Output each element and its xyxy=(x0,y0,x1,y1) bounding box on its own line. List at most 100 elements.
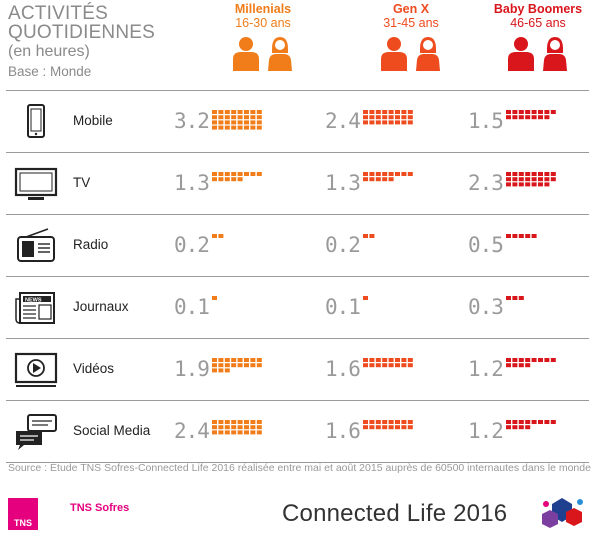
bar-unit xyxy=(382,420,388,424)
connected-life-logo-icon xyxy=(542,498,583,528)
bar-unit xyxy=(244,125,249,130)
value-bar xyxy=(212,296,217,300)
bar-unit xyxy=(531,234,537,238)
bar-unit xyxy=(382,177,388,182)
bar-unit xyxy=(369,110,375,114)
bar-unit xyxy=(231,363,237,368)
bar-unit xyxy=(224,420,230,424)
bar-unit xyxy=(518,115,524,120)
value-bar xyxy=(212,172,262,182)
bar-unit xyxy=(395,425,400,430)
bar-unit xyxy=(375,420,381,424)
value-bar xyxy=(363,296,368,300)
bar-unit xyxy=(218,420,224,424)
bar-unit xyxy=(212,172,217,176)
bar-unit xyxy=(218,120,224,125)
bar-unit xyxy=(544,358,550,362)
bar-unit xyxy=(525,110,531,114)
bar-unit xyxy=(395,110,400,114)
value-label: 0.1 xyxy=(325,295,361,319)
generation-header: Baby Boomers 46-65 ans xyxy=(483,2,593,71)
bar-unit xyxy=(369,177,375,182)
bar-unit xyxy=(250,172,256,176)
bar-unit xyxy=(212,368,217,373)
bar-unit xyxy=(538,182,543,187)
bar-unit xyxy=(512,182,518,187)
activity-row: Mobile 3.2 2.4 1.5 xyxy=(6,90,589,152)
activity-label: Vidéos xyxy=(73,361,115,376)
bar-unit xyxy=(250,425,256,430)
value-label: 1.3 xyxy=(174,171,210,195)
newspaper-icon: NEWS xyxy=(15,292,55,324)
bar-unit xyxy=(388,177,394,182)
bar-unit xyxy=(224,425,230,430)
bar-unit xyxy=(212,358,217,362)
activity-label: Radio xyxy=(73,237,109,252)
value-bar xyxy=(363,172,413,182)
value-bar xyxy=(212,358,262,373)
bar-unit xyxy=(401,425,407,430)
bar-unit xyxy=(518,425,524,430)
bar-unit xyxy=(231,430,237,435)
value-label: 0.2 xyxy=(325,233,361,257)
activity-table: Mobile 3.2 2.4 1.5 TV 1.3 1.3 2.3 Radio 0.2 0.2 0.5… xyxy=(6,90,589,463)
svg-text:NEWS: NEWS xyxy=(25,298,42,304)
activity-row: Vidéos 1.9 1.6 1.2 xyxy=(6,338,589,400)
bar-unit xyxy=(550,177,556,182)
bar-unit xyxy=(212,177,217,182)
bar-unit xyxy=(512,110,518,114)
bar-unit xyxy=(407,110,413,114)
bar-unit xyxy=(407,115,413,120)
bar-unit xyxy=(544,110,550,114)
bar-unit xyxy=(401,110,407,114)
bar-unit xyxy=(525,420,531,424)
bar-unit xyxy=(538,358,543,362)
value-label: 2.4 xyxy=(325,109,361,133)
bar-unit xyxy=(375,363,381,368)
bar-unit xyxy=(231,120,237,125)
bar-unit xyxy=(237,358,243,362)
bar-unit xyxy=(395,358,400,362)
bar-unit xyxy=(388,425,394,430)
value-bar xyxy=(506,358,556,368)
bar-unit xyxy=(401,358,407,362)
bar-unit xyxy=(375,425,381,430)
bar-unit xyxy=(531,177,537,182)
bar-unit xyxy=(518,363,524,368)
bar-unit xyxy=(518,296,524,300)
chart-title: ACTIVITÉS QUOTIDIENNES (en heures) Base … xyxy=(8,4,155,80)
bar-unit xyxy=(256,115,262,120)
bar-unit xyxy=(544,115,550,120)
bar-unit xyxy=(506,425,511,430)
bar-unit xyxy=(363,110,368,114)
bar-unit xyxy=(231,425,237,430)
bar-unit xyxy=(525,182,531,187)
bar-unit xyxy=(231,125,237,130)
bar-unit xyxy=(382,110,388,114)
bar-unit xyxy=(231,420,237,424)
bar-unit xyxy=(244,420,249,424)
generation-age: 31-45 ans xyxy=(383,16,439,30)
bar-unit xyxy=(382,425,388,430)
bar-unit xyxy=(506,363,511,368)
value-label: 2.3 xyxy=(468,171,504,195)
bar-unit xyxy=(218,115,224,120)
bar-unit xyxy=(237,363,243,368)
bar-unit xyxy=(218,125,224,130)
bar-unit xyxy=(506,296,511,300)
bar-unit xyxy=(363,120,368,125)
bar-unit xyxy=(237,430,243,435)
bar-unit xyxy=(369,363,375,368)
bar-unit xyxy=(375,115,381,120)
bar-unit xyxy=(395,420,400,424)
bar-unit xyxy=(212,425,217,430)
value-bar xyxy=(506,296,524,300)
value-label: 1.6 xyxy=(325,419,361,443)
bar-unit xyxy=(550,420,556,424)
bar-unit xyxy=(518,172,524,176)
bar-unit xyxy=(525,358,531,362)
activity-row: NEWS Journaux 0.1 0.1 0.3 xyxy=(6,276,589,338)
bar-unit xyxy=(525,363,531,368)
bar-unit xyxy=(407,363,413,368)
bar-unit xyxy=(550,358,556,362)
